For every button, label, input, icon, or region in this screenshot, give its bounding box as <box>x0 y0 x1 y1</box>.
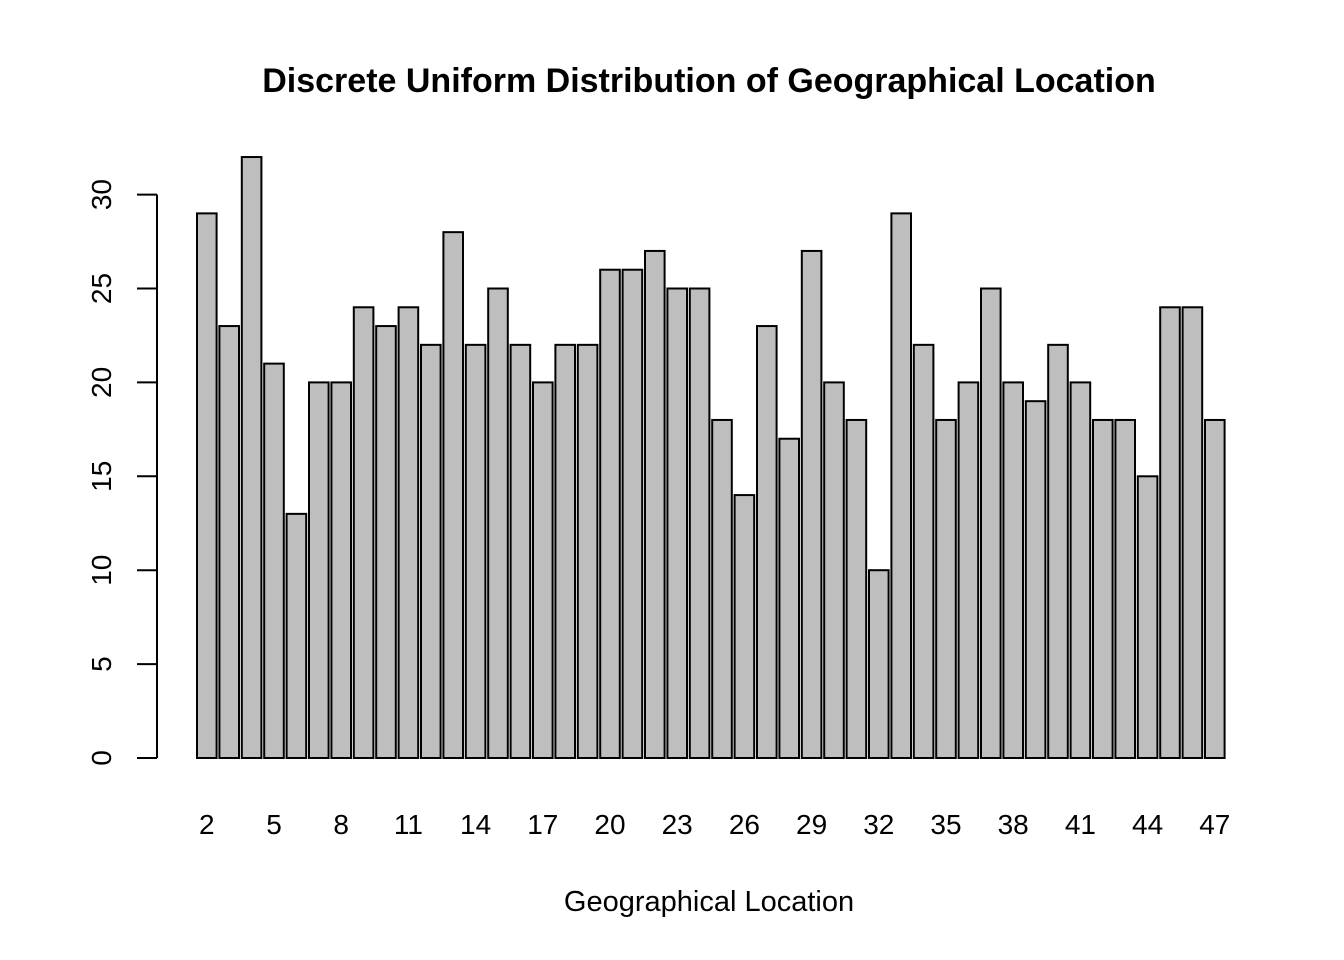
x-axis-tick-label: 47 <box>1199 809 1230 840</box>
bar-3 <box>218 325 240 759</box>
bar-19 <box>576 343 599 759</box>
bars <box>196 156 1226 760</box>
bar-17 <box>532 381 554 759</box>
x-axis-tick-label: 35 <box>930 809 961 840</box>
x-axis-tick-label: 5 <box>266 809 282 840</box>
bar-39 <box>1024 400 1047 759</box>
bar-38 <box>1002 381 1025 759</box>
bar-4 <box>240 156 263 760</box>
bar-35 <box>935 418 957 759</box>
bar-24 <box>688 287 711 759</box>
bar-14 <box>464 343 487 759</box>
bar-21 <box>621 268 644 759</box>
x-axis-tick-label: 38 <box>998 809 1029 840</box>
bar-5 <box>263 362 285 759</box>
bar-44 <box>1136 475 1159 759</box>
y-axis-tick-label: 20 <box>86 367 117 398</box>
y-axis-tick-label: 15 <box>86 461 117 492</box>
bar-31 <box>845 418 868 759</box>
bar-36 <box>957 381 980 759</box>
bar-20 <box>599 268 621 759</box>
bar-43 <box>1114 418 1137 759</box>
x-axis-tick-label: 41 <box>1065 809 1096 840</box>
chart-title: Discrete Uniform Distribution of Geograp… <box>262 62 1156 100</box>
x-axis-tick-label: 29 <box>796 809 827 840</box>
x-axis-tick-label: 8 <box>333 809 349 840</box>
bar-30 <box>823 381 845 759</box>
bar-10 <box>375 325 397 759</box>
y-axis-tick-label: 25 <box>86 273 117 304</box>
bar-45 <box>1159 306 1181 759</box>
bar-16 <box>509 343 532 759</box>
y-axis: 0 5 10 15 20 25 30 <box>86 179 158 766</box>
bar-8 <box>330 381 352 759</box>
bar-34 <box>912 343 935 759</box>
bar-41 <box>1069 381 1092 759</box>
bar-46 <box>1181 306 1204 759</box>
x-axis-tick-label: 14 <box>460 809 491 840</box>
bar-2 <box>196 212 218 759</box>
bar-13 <box>442 231 464 760</box>
x-axis-tick-labels: 2 5 8 11 14 17 20 23 26 29 32 35 38 41 44 47 <box>199 809 1230 840</box>
x-axis-tick-label: 26 <box>729 809 760 840</box>
y-axis-tick-label: 10 <box>86 555 117 586</box>
bar-47 <box>1204 418 1226 759</box>
x-axis-tick-label: 23 <box>662 809 693 840</box>
x-axis-label: Geographical Location <box>564 886 854 918</box>
x-axis-tick-label: 44 <box>1132 809 1163 840</box>
bar-40 <box>1047 343 1069 759</box>
y-axis-tick-label: 30 <box>86 179 117 210</box>
bar-42 <box>1092 418 1114 759</box>
bar-32 <box>868 569 890 760</box>
bar-28 <box>778 437 801 759</box>
x-axis-tick-label: 17 <box>527 809 558 840</box>
bar-23 <box>666 287 689 759</box>
x-axis-tick-label: 32 <box>863 809 894 840</box>
x-axis-tick-label: 2 <box>199 809 215 840</box>
bar-15 <box>487 287 509 759</box>
bar-26 <box>733 494 756 759</box>
bar-7 <box>308 381 330 759</box>
bar-12 <box>420 343 442 759</box>
bar-29 <box>800 249 823 759</box>
bar-33 <box>890 212 913 759</box>
bar-18 <box>554 343 577 759</box>
bar-11 <box>397 306 420 759</box>
bar-27 <box>756 325 778 759</box>
bar-37 <box>980 287 1002 759</box>
bar-25 <box>711 418 733 759</box>
y-axis-tick-label: 5 <box>86 656 117 672</box>
x-axis-tick-label: 11 <box>394 809 423 840</box>
y-axis-tick-label: 0 <box>86 750 117 766</box>
bar-22 <box>644 249 666 759</box>
x-axis-tick-label: 20 <box>594 809 625 840</box>
bar-6 <box>285 512 308 759</box>
bar-9 <box>352 306 375 759</box>
